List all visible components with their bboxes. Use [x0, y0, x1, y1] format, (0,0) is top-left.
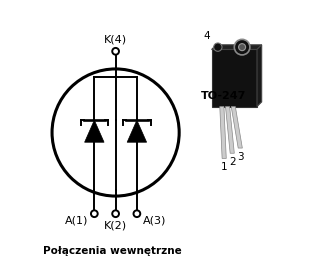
Circle shape: [214, 43, 222, 51]
Text: Połączenia wewnętrzne: Połączenia wewnętrzne: [43, 246, 182, 256]
Text: 2: 2: [229, 157, 236, 167]
Text: 3: 3: [237, 152, 244, 162]
Text: K(4): K(4): [104, 35, 127, 45]
Text: 1: 1: [221, 162, 227, 172]
Polygon shape: [85, 120, 104, 142]
Text: 4: 4: [204, 31, 210, 41]
Polygon shape: [212, 50, 257, 107]
Polygon shape: [220, 107, 226, 158]
Text: K(2): K(2): [104, 220, 127, 230]
Polygon shape: [127, 120, 147, 142]
Text: TO-247: TO-247: [201, 91, 247, 101]
Polygon shape: [257, 45, 262, 107]
Text: A(3): A(3): [143, 216, 166, 226]
Polygon shape: [212, 45, 262, 50]
Polygon shape: [225, 107, 234, 153]
Circle shape: [234, 39, 250, 55]
Circle shape: [239, 44, 246, 51]
Text: A(1): A(1): [65, 216, 89, 226]
Polygon shape: [231, 107, 242, 148]
